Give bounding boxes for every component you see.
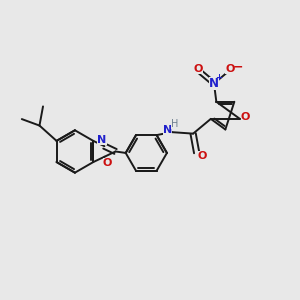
Text: −: − (233, 61, 243, 74)
Text: N: N (98, 135, 107, 145)
Text: O: O (241, 112, 250, 122)
Text: O: O (225, 64, 235, 74)
Text: O: O (197, 151, 207, 161)
Text: +: + (215, 73, 223, 82)
Text: H: H (171, 119, 178, 129)
Text: N: N (163, 125, 172, 135)
Text: O: O (194, 64, 203, 74)
Text: O: O (103, 158, 112, 168)
Text: N: N (209, 77, 219, 90)
